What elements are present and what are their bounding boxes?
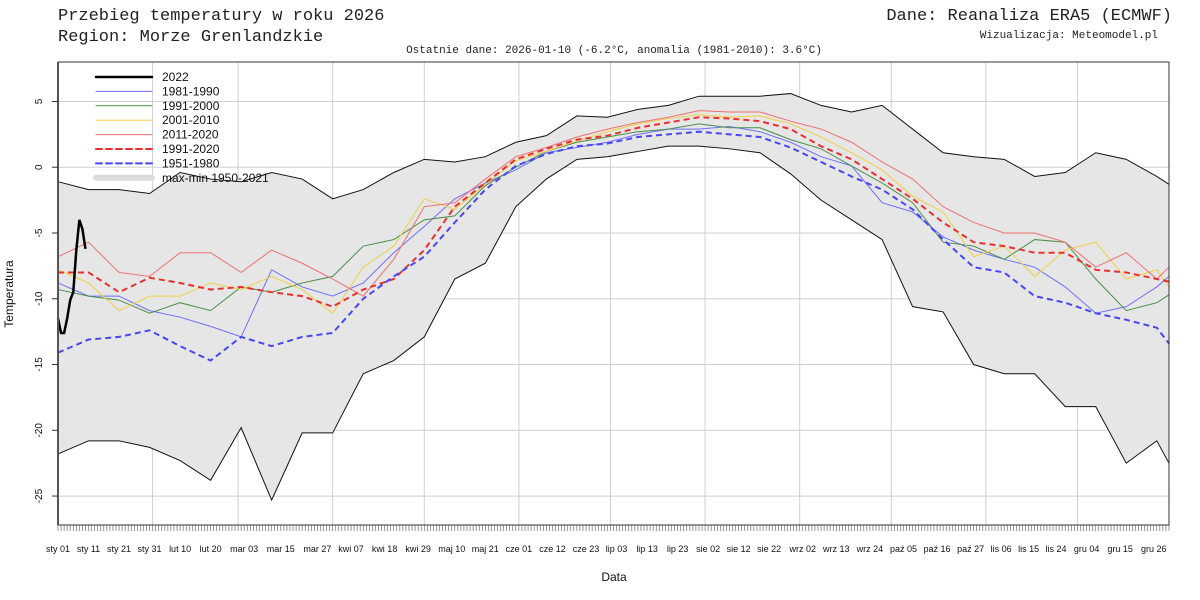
x-tick-label: cze 23 [573,544,600,554]
series-line-1951-1980 [57,130,1170,362]
x-tick-label: lip 03 [606,544,628,554]
envelope-min-line [57,145,1170,502]
x-tick-label: mar 03 [230,544,258,554]
legend-label: 1991-2020 [162,142,220,156]
series-group [56,110,1170,362]
legend-label: max-min 1950-2021 [162,171,269,185]
series-line-2001-2010 [57,114,1170,314]
x-tick-label: sie 22 [757,544,781,554]
x-tick-label: cze 12 [539,544,566,554]
x-tick-label: cze 01 [506,544,533,554]
legend-label: 1951-1980 [162,156,220,170]
legend-label: 2011-2020 [162,128,219,142]
x-tick-label: lip 23 [667,544,689,554]
axes: 5 0 -5 -10 -15 -20 -25 sty 01 sty 11 sty 21 sty 31… [34,61,1170,554]
x-tick-label: sie 12 [727,544,751,554]
x-tick-label: sty 21 [107,544,131,554]
x-tick-label: gru 04 [1074,544,1100,554]
x-tick-label: maj 21 [472,544,499,554]
y-axis-label: Temperatura [2,260,16,328]
x-tick-label: paź 27 [957,544,984,554]
chart-title: Przebieg temperatury w roku 2026 [58,7,384,26]
x-tick-label: lut 10 [169,544,191,554]
x-axis-label: Data [601,570,627,584]
credit-label: Wizualizacja: Meteomodel.pl [980,30,1158,42]
x-tick-label: sie 02 [696,544,720,554]
x-tick-label: mar 15 [267,544,295,554]
x-tick-label: lis 15 [1018,544,1039,554]
y-tick-label: 5 [34,98,45,104]
x-tick-label: wrz 13 [822,544,850,554]
x-tick-label: kwi 29 [405,544,431,554]
x-tick-label: sty 31 [138,544,162,554]
series-line-current [56,219,87,335]
y-tick-label: -20 [34,423,45,438]
legend: 20221981-19901991-20002001-20102011-2020… [93,70,269,185]
x-tick-label: kwi 07 [338,544,364,554]
x-tick-label: sty 01 [46,544,70,554]
x-tick-label: gru 26 [1141,544,1167,554]
series-line-2011-2020 [57,110,1170,297]
x-tick-label: sty 11 [77,544,100,554]
envelope-group [57,93,1170,502]
y-tick-label: -5 [34,228,45,237]
legend-label: 1991-2000 [162,99,220,113]
legend-label: 2022 [162,70,189,84]
y-tick-label: 0 [34,164,45,170]
x-tick-label: mar 27 [303,544,331,554]
x-tick-label: lip 13 [636,544,658,554]
region-label: Region: Morze Grenlandzkie [58,28,323,47]
y-tick-label: -15 [34,357,45,372]
x-tick-label: paź 16 [924,544,951,554]
x-tick-label: lut 20 [200,544,222,554]
x-tick-label: gru 15 [1107,544,1133,554]
x-tick-label: lis 06 [991,544,1012,554]
x-tick-label: lis 24 [1046,544,1067,554]
series-line-1981-1990 [57,125,1170,338]
y-tick-label: -10 [34,291,45,306]
envelope-fill [58,93,1169,501]
y-tick-label: -25 [34,488,45,503]
legend-label: 2001-2010 [162,113,220,127]
envelope-max-line [57,93,1170,200]
x-tick-label: wrz 24 [856,544,884,554]
data-source-label: Dane: Reanaliza ERA5 (ECMWF) [886,7,1172,26]
x-tick-label: wrz 02 [788,544,816,554]
x-tick-label: maj 10 [438,544,465,554]
x-tick-label: paź 05 [890,544,917,554]
legend-label: 1981-1990 [162,84,220,98]
x-tick-label: kwi 18 [372,544,398,554]
last-data-label: Ostatnie dane: 2026-01-10 (-6.2°C, anoma… [406,45,822,57]
